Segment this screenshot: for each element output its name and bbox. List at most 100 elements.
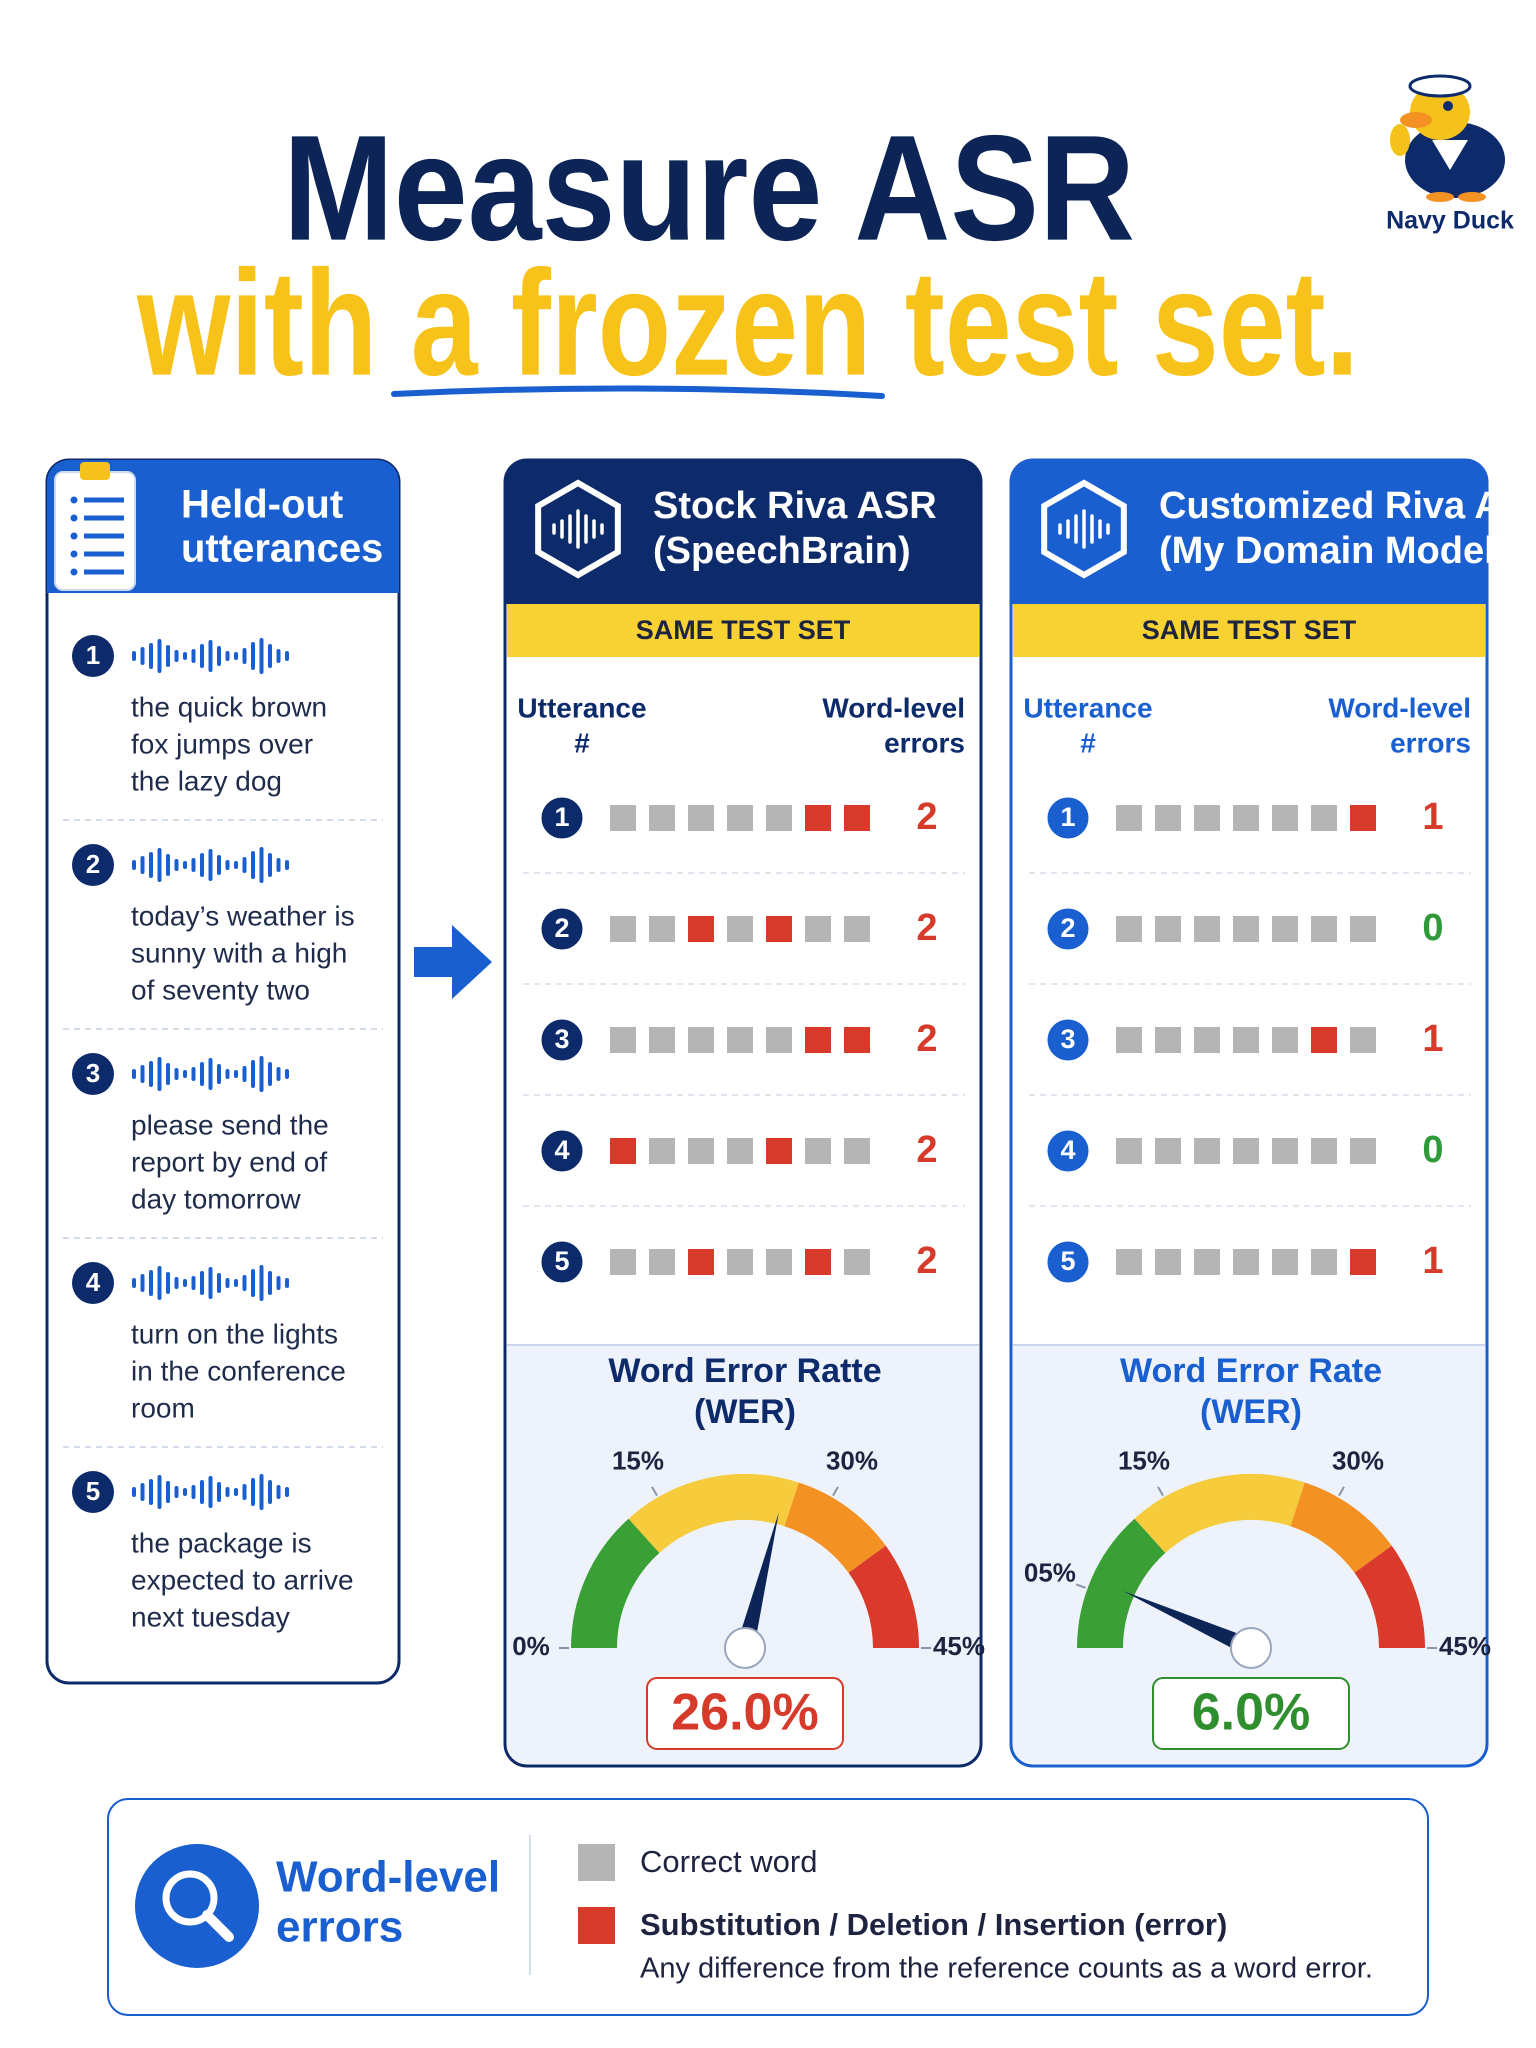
model-icon [535,479,621,579]
row-number: 5 [1060,1246,1075,1276]
utterance-text: day tomorrow [131,1183,301,1214]
utterance-text: expected to arrive [131,1564,354,1595]
wer-title: (WER) [694,1393,796,1431]
wer-section [507,1345,979,1764]
gauge-band [1134,1474,1305,1554]
utterance-number-badge [72,1053,114,1095]
utterance-text: in the conference [131,1355,346,1386]
gauge-needle [736,1512,779,1651]
word-square [766,1027,792,1053]
utterance-number: 2 [86,849,100,879]
legend-icon-lens [162,1870,218,1926]
word-square [805,916,831,942]
wer-value: 26.0% [671,1684,818,1742]
word-square [805,1138,831,1164]
clipboard-bullet [70,514,78,522]
gauge-tick [1157,1486,1164,1497]
title-underline [391,385,885,399]
column-header: errors [1390,727,1471,758]
word-square [1194,805,1220,831]
utterance-text: turn on the lights [131,1318,338,1349]
clipboard-bullet [70,568,78,576]
column-header: Word-level [822,692,965,723]
utterances-title: Held-out [181,483,343,527]
error-count: 2 [916,1018,937,1060]
column-header: Utterance [517,692,646,723]
row-number: 3 [554,1024,569,1054]
test-set-banner-text: SAME TEST SET [636,615,851,645]
row-number-badge [1044,1127,1092,1175]
legend-note: Any difference from the reference counts… [640,1953,1373,1985]
test-set-banner-text: SAME TEST SET [1142,615,1357,645]
word-square [688,1138,714,1164]
wer-value-box [646,1677,844,1750]
error-count: 1 [1422,1240,1443,1282]
row-number: 1 [554,802,569,832]
word-square [688,916,714,942]
gauge-tick-label: 30% [826,1446,878,1476]
word-square [1116,1249,1142,1275]
gauge-band [848,1545,919,1649]
word-square [1116,916,1142,942]
gauge-tick-label: 45% [1439,1631,1491,1661]
word-square [805,805,831,831]
word-square [1116,1027,1142,1053]
row-number-badge [538,794,586,842]
wer-title: Word Error Rate [1120,1352,1382,1390]
utterance-text: room [131,1392,195,1423]
word-square [1350,916,1376,942]
utterance-text: sunny with a high [131,937,347,968]
error-count: 2 [916,1240,937,1282]
word-square [805,1027,831,1053]
utterance-text: report by end of [131,1146,327,1177]
word-square [610,1138,636,1164]
error-count: 2 [916,1129,937,1171]
model-header-base [505,560,981,604]
model-title: (My Domain Model) [1159,530,1507,572]
word-square [1233,916,1259,942]
word-square [1233,1027,1259,1053]
word-square [1272,916,1298,942]
word-square [727,1027,753,1053]
column-header: Word-level [1328,692,1471,723]
row-number-badge [1044,794,1092,842]
utterance-number-badge [72,844,114,886]
test-set-banner [507,604,979,657]
utterance-number-badge [72,635,114,677]
row-number: 4 [554,1135,569,1165]
utterance-number: 1 [86,640,100,670]
title-line-2: with a frozen test set. [136,239,1359,407]
column-header: # [574,727,590,758]
word-square [649,916,675,942]
word-square [844,1138,870,1164]
word-square [1311,916,1337,942]
word-square [1311,805,1337,831]
row-number-badge [538,905,586,953]
mascot-duck [1390,74,1505,202]
word-square [1233,805,1259,831]
utterance-text: fox jumps over [131,728,313,759]
gauge-hub [1230,1627,1272,1669]
row-number: 2 [554,913,569,943]
utterance-number: 3 [86,1058,100,1088]
test-set-banner [1013,604,1485,657]
row-number-badge [538,1016,586,1064]
gauge-tick [651,1486,658,1497]
gauge-tick-label: 15% [612,1446,664,1476]
word-square [727,1138,753,1164]
column-header: Utterance [1023,692,1152,723]
error-count: 2 [916,907,937,949]
word-square [727,1249,753,1275]
word-square [727,916,753,942]
gauge-band [783,1482,886,1574]
row-number-badge [1044,1238,1092,1286]
legend-title: Word-level [276,1853,500,1902]
row-number: 5 [554,1246,569,1276]
utterance-text: the package is [131,1527,312,1558]
word-square [1311,1138,1337,1164]
utterances-title: utterances [181,527,383,571]
word-square [610,916,636,942]
utterance-text: the lazy dog [131,765,282,796]
clipboard-bullet [70,496,78,504]
